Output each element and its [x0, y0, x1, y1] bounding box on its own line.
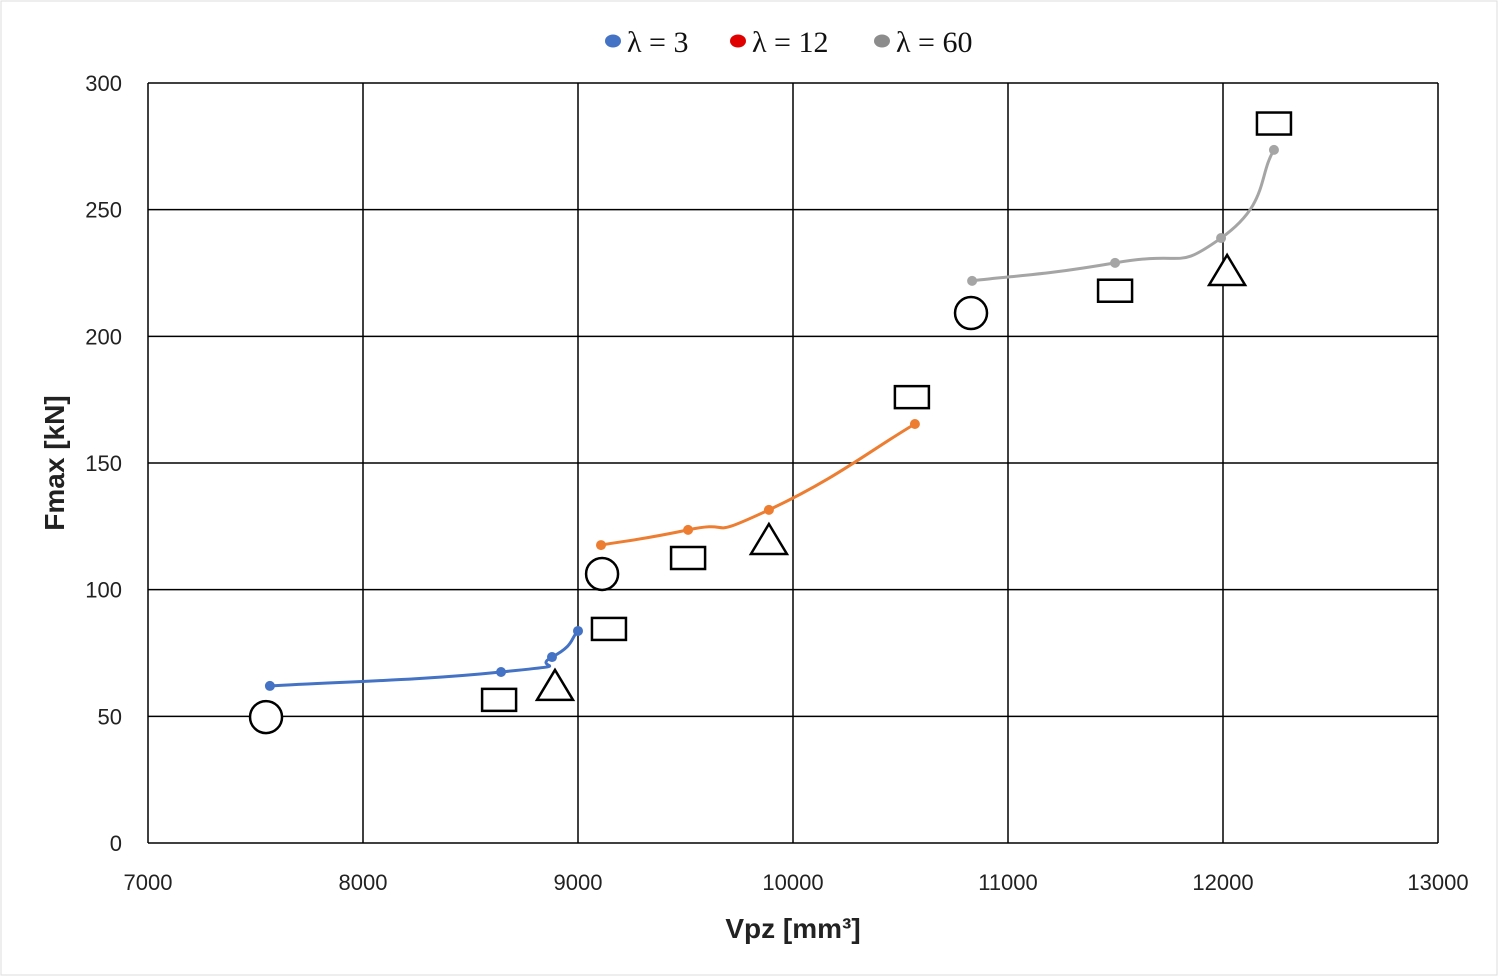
- data-point: [596, 540, 607, 551]
- data-point: [1268, 144, 1279, 155]
- square-marker: [480, 687, 518, 713]
- markers: [248, 111, 1293, 735]
- y-tick-label: 150: [85, 451, 122, 476]
- square-marker: [1255, 111, 1293, 136]
- square-marker: [1096, 278, 1134, 303]
- legend-marker: [730, 34, 746, 48]
- legend-label: λ = 12: [752, 26, 828, 59]
- circle-marker: [248, 699, 284, 735]
- triangle-marker: [534, 667, 576, 702]
- data-point: [1110, 257, 1121, 268]
- data-point: [1216, 233, 1227, 244]
- square-marker: [893, 384, 931, 410]
- series-line: [600, 422, 916, 547]
- y-tick-label: 100: [85, 578, 122, 603]
- triangle-marker: [748, 521, 790, 556]
- series-line: [269, 629, 580, 688]
- x-tick-label: 13000: [1407, 870, 1468, 895]
- x-tick-label: 10000: [762, 870, 823, 895]
- circle-marker: [584, 556, 620, 592]
- data-point: [683, 524, 694, 535]
- y-tick-label: 50: [98, 704, 122, 729]
- y-tick-label: 250: [85, 198, 122, 223]
- legend: λ = 3 λ = 12 λ = 60: [605, 26, 972, 59]
- y-tick-label: 300: [85, 71, 122, 96]
- legend-label: λ = 60: [896, 26, 972, 59]
- legend-marker: [874, 34, 890, 48]
- circle-marker: [953, 295, 989, 331]
- legend-label: λ = 3: [627, 26, 688, 59]
- data-point: [264, 680, 275, 691]
- data-point: [573, 625, 583, 636]
- y-axis-title: Fmax [kN]: [39, 395, 70, 530]
- triangle-marker: [1206, 252, 1248, 287]
- x-axis-title: Vpz [mm³]: [725, 913, 860, 944]
- x-tick-label: 9000: [554, 870, 603, 895]
- data-point: [496, 667, 507, 677]
- x-tick-label: 8000: [339, 870, 388, 895]
- square-marker: [669, 545, 707, 571]
- y-tick-label: 200: [85, 324, 122, 349]
- y-tick-label: 0: [110, 831, 122, 856]
- data-point: [967, 275, 978, 286]
- x-tick-label: 7000: [124, 870, 173, 895]
- series-lines: [264, 144, 1279, 691]
- x-tick-label: 12000: [1192, 870, 1253, 895]
- legend-marker: [605, 34, 621, 48]
- data-point: [909, 418, 920, 429]
- square-marker: [590, 616, 628, 642]
- x-tick-label: 11000: [978, 870, 1038, 895]
- data-point: [546, 652, 557, 663]
- grid: [147, 82, 1439, 844]
- data-point: [763, 504, 774, 515]
- tick-labels: 7000 8000 9000 10000 11000 12000 13000 0 50 100 15…: [85, 71, 1468, 895]
- series-line: [971, 149, 1276, 283]
